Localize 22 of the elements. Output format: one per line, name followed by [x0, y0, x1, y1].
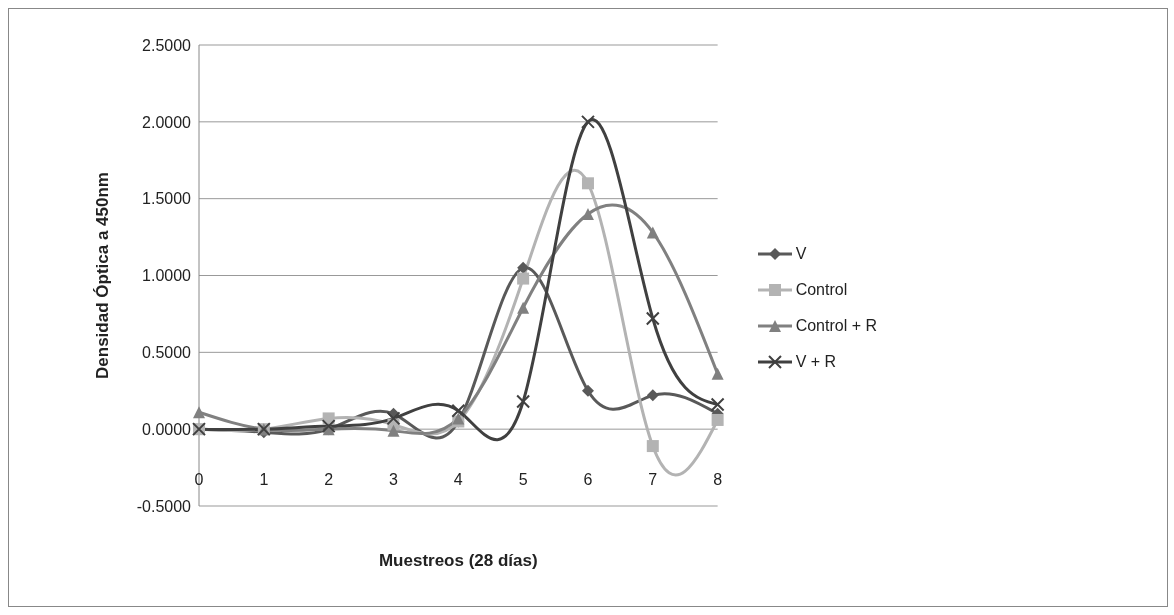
legend-label: Control + R [794, 316, 877, 335]
y-tick-label: -0.5000 [136, 497, 192, 515]
legend-label: V + R [794, 352, 838, 371]
y-axis-title: Densidad Óptica a 450nm [93, 172, 113, 379]
legend-label: Control [794, 280, 849, 299]
x-tick-label: 0 [194, 470, 204, 488]
x-axis-title: Muestreos (28 días) [378, 551, 538, 570]
x-tick-label: 4 [453, 470, 463, 488]
x-tick-label: 7 [648, 470, 658, 488]
y-tick-label: 2.0000 [142, 113, 192, 131]
x-tick-label: 8 [713, 470, 723, 488]
y-tick-label: 1.5000 [142, 190, 192, 208]
x-tick-label: 2 [324, 470, 334, 488]
x-tick-label: 5 [518, 470, 528, 488]
y-tick-label: 2.5000 [142, 36, 192, 54]
x-tick-label: 6 [583, 470, 593, 488]
legend-label: V [794, 244, 808, 263]
x-tick-label: 1 [259, 470, 269, 488]
y-tick-label: 0.5000 [142, 344, 192, 362]
x-tick-label: 3 [389, 470, 399, 488]
y-tick-label: 1.0000 [142, 267, 192, 285]
y-tick-label: 0.0000 [142, 420, 192, 438]
